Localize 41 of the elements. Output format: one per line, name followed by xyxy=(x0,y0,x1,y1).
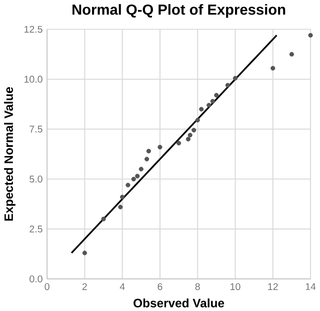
y-tick-label: 7.5 xyxy=(30,126,42,132)
point xyxy=(158,144,162,150)
chart-title: Normal Q-Q Plot of Expression xyxy=(72,4,286,18)
x-tick-label: 12 xyxy=(268,282,278,290)
y-tick-label: 12.5 xyxy=(24,26,42,33)
y-tick-label: 10.0 xyxy=(24,76,42,82)
point xyxy=(270,66,276,70)
point xyxy=(232,76,238,80)
x-tick-label: 2 xyxy=(82,282,87,290)
x-tick-label: 6 xyxy=(158,282,162,290)
point xyxy=(126,182,130,188)
x-tick-label: 0 xyxy=(44,282,50,290)
point xyxy=(135,174,140,178)
point xyxy=(120,194,125,200)
point xyxy=(82,250,88,256)
point xyxy=(214,92,219,98)
point xyxy=(118,204,123,210)
x-tick-label: 14 xyxy=(306,282,316,290)
point xyxy=(192,128,196,132)
x-tick-label: 4 xyxy=(120,282,125,290)
x-axis-title: Observed Value xyxy=(134,298,224,308)
y-axis-title: Expected Normal Value xyxy=(4,86,16,220)
point xyxy=(138,166,144,172)
point xyxy=(289,52,294,56)
x-tick-label: 8 xyxy=(195,282,200,290)
point xyxy=(210,98,215,104)
x-tick-label: 10 xyxy=(230,282,240,290)
point xyxy=(199,106,204,112)
y-tick-label: 2.5 xyxy=(30,225,42,232)
point xyxy=(188,132,192,138)
point xyxy=(101,216,106,222)
point xyxy=(206,102,212,108)
point xyxy=(195,118,200,122)
point xyxy=(131,176,136,182)
y-tick-label: 0.0 xyxy=(30,275,42,282)
point xyxy=(144,156,150,162)
point xyxy=(225,82,230,88)
point xyxy=(186,136,191,142)
point xyxy=(146,148,151,154)
y-tick-label: 5.0 xyxy=(30,175,42,182)
point xyxy=(176,140,182,146)
